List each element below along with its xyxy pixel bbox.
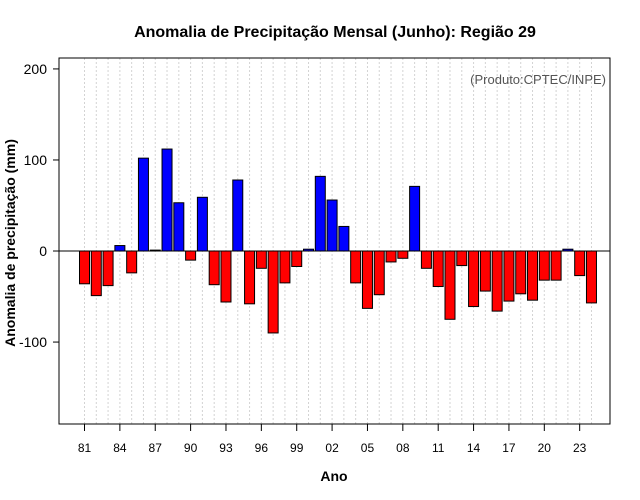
- x-tick-label: 93: [219, 441, 233, 455]
- bar-1991: [196, 196, 208, 252]
- bar-2006: [373, 250, 385, 296]
- bar-1994: [232, 179, 244, 252]
- bar-2020: [538, 250, 550, 281]
- bar-1996: [255, 250, 267, 269]
- bar-2007: [385, 250, 397, 263]
- bar-2001: [314, 175, 326, 252]
- x-tick-label: 99: [290, 441, 304, 455]
- y-tick-label: 200: [24, 61, 48, 77]
- x-tick-label: 87: [149, 441, 163, 455]
- bar-1981: [79, 250, 90, 285]
- bar-2003: [338, 225, 350, 252]
- bar-1985: [126, 250, 138, 274]
- bar-1993: [220, 250, 232, 303]
- bar-2012: [444, 250, 456, 320]
- bar-2002: [326, 199, 338, 252]
- y-tick-label: 0: [39, 243, 47, 259]
- plot-frame: [58, 57, 611, 425]
- x-tick-label: 02: [325, 441, 339, 455]
- bar-2023: [574, 250, 586, 277]
- bar-2008: [397, 250, 409, 259]
- bar-1995: [244, 250, 256, 305]
- bar-1983: [102, 250, 114, 287]
- x-axis: 81 84 87 90 93 96 99 02 05 08 11 14 17 20 23: [78, 424, 587, 455]
- bar-2013: [456, 250, 468, 267]
- x-tick-label: 08: [396, 441, 410, 455]
- x-tick-label: 17: [502, 441, 516, 455]
- x-axis-title: Ano: [320, 468, 347, 484]
- bar-2014: [468, 250, 480, 308]
- x-tick-label: 84: [113, 441, 127, 455]
- bar-1989: [173, 202, 185, 252]
- chart-title: Anomalia de Precipitação Mensal (Junho):…: [134, 24, 536, 41]
- bar-1988: [161, 148, 173, 252]
- bar-2004: [350, 250, 362, 284]
- x-tick-label: 96: [255, 441, 269, 455]
- bar-1997: [267, 250, 279, 334]
- bar-2009: [409, 185, 421, 252]
- x-tick-label: 05: [361, 441, 375, 455]
- x-tick-label: 90: [184, 441, 198, 455]
- x-tick-label: 14: [467, 441, 481, 455]
- y-tick-label: -100: [19, 334, 47, 350]
- x-tick-label: 23: [573, 441, 587, 455]
- bar-2017: [503, 250, 515, 302]
- y-tick-label: 100: [24, 152, 48, 168]
- bar-1982: [90, 250, 102, 297]
- bar-2016: [491, 250, 503, 312]
- bar-2024: [585, 250, 597, 304]
- x-tick-label: 81: [78, 441, 92, 455]
- bar-2015: [479, 250, 491, 292]
- bar-1992: [208, 250, 220, 286]
- bar-2010: [420, 250, 432, 269]
- bar-2021: [550, 250, 562, 281]
- x-tick-label: 20: [538, 441, 552, 455]
- bar-2018: [515, 250, 527, 295]
- bar-2011: [432, 250, 444, 288]
- product-credit: (Produto:CPTEC/INPE): [470, 72, 606, 87]
- grid-lines: [84, 58, 592, 424]
- bar-1984: [114, 245, 126, 252]
- y-axis-title: Anomalia de precipitação (mm): [2, 139, 18, 347]
- bar-1999: [291, 250, 303, 267]
- bar-2005: [361, 250, 373, 309]
- y-axis: -100 0 100 200: [19, 61, 59, 350]
- bar-1990: [185, 250, 197, 261]
- x-tick-label: 11: [432, 441, 445, 455]
- bar-2019: [527, 250, 539, 301]
- bar-1986: [137, 157, 149, 252]
- bar-1998: [279, 250, 291, 284]
- bars: [79, 148, 597, 334]
